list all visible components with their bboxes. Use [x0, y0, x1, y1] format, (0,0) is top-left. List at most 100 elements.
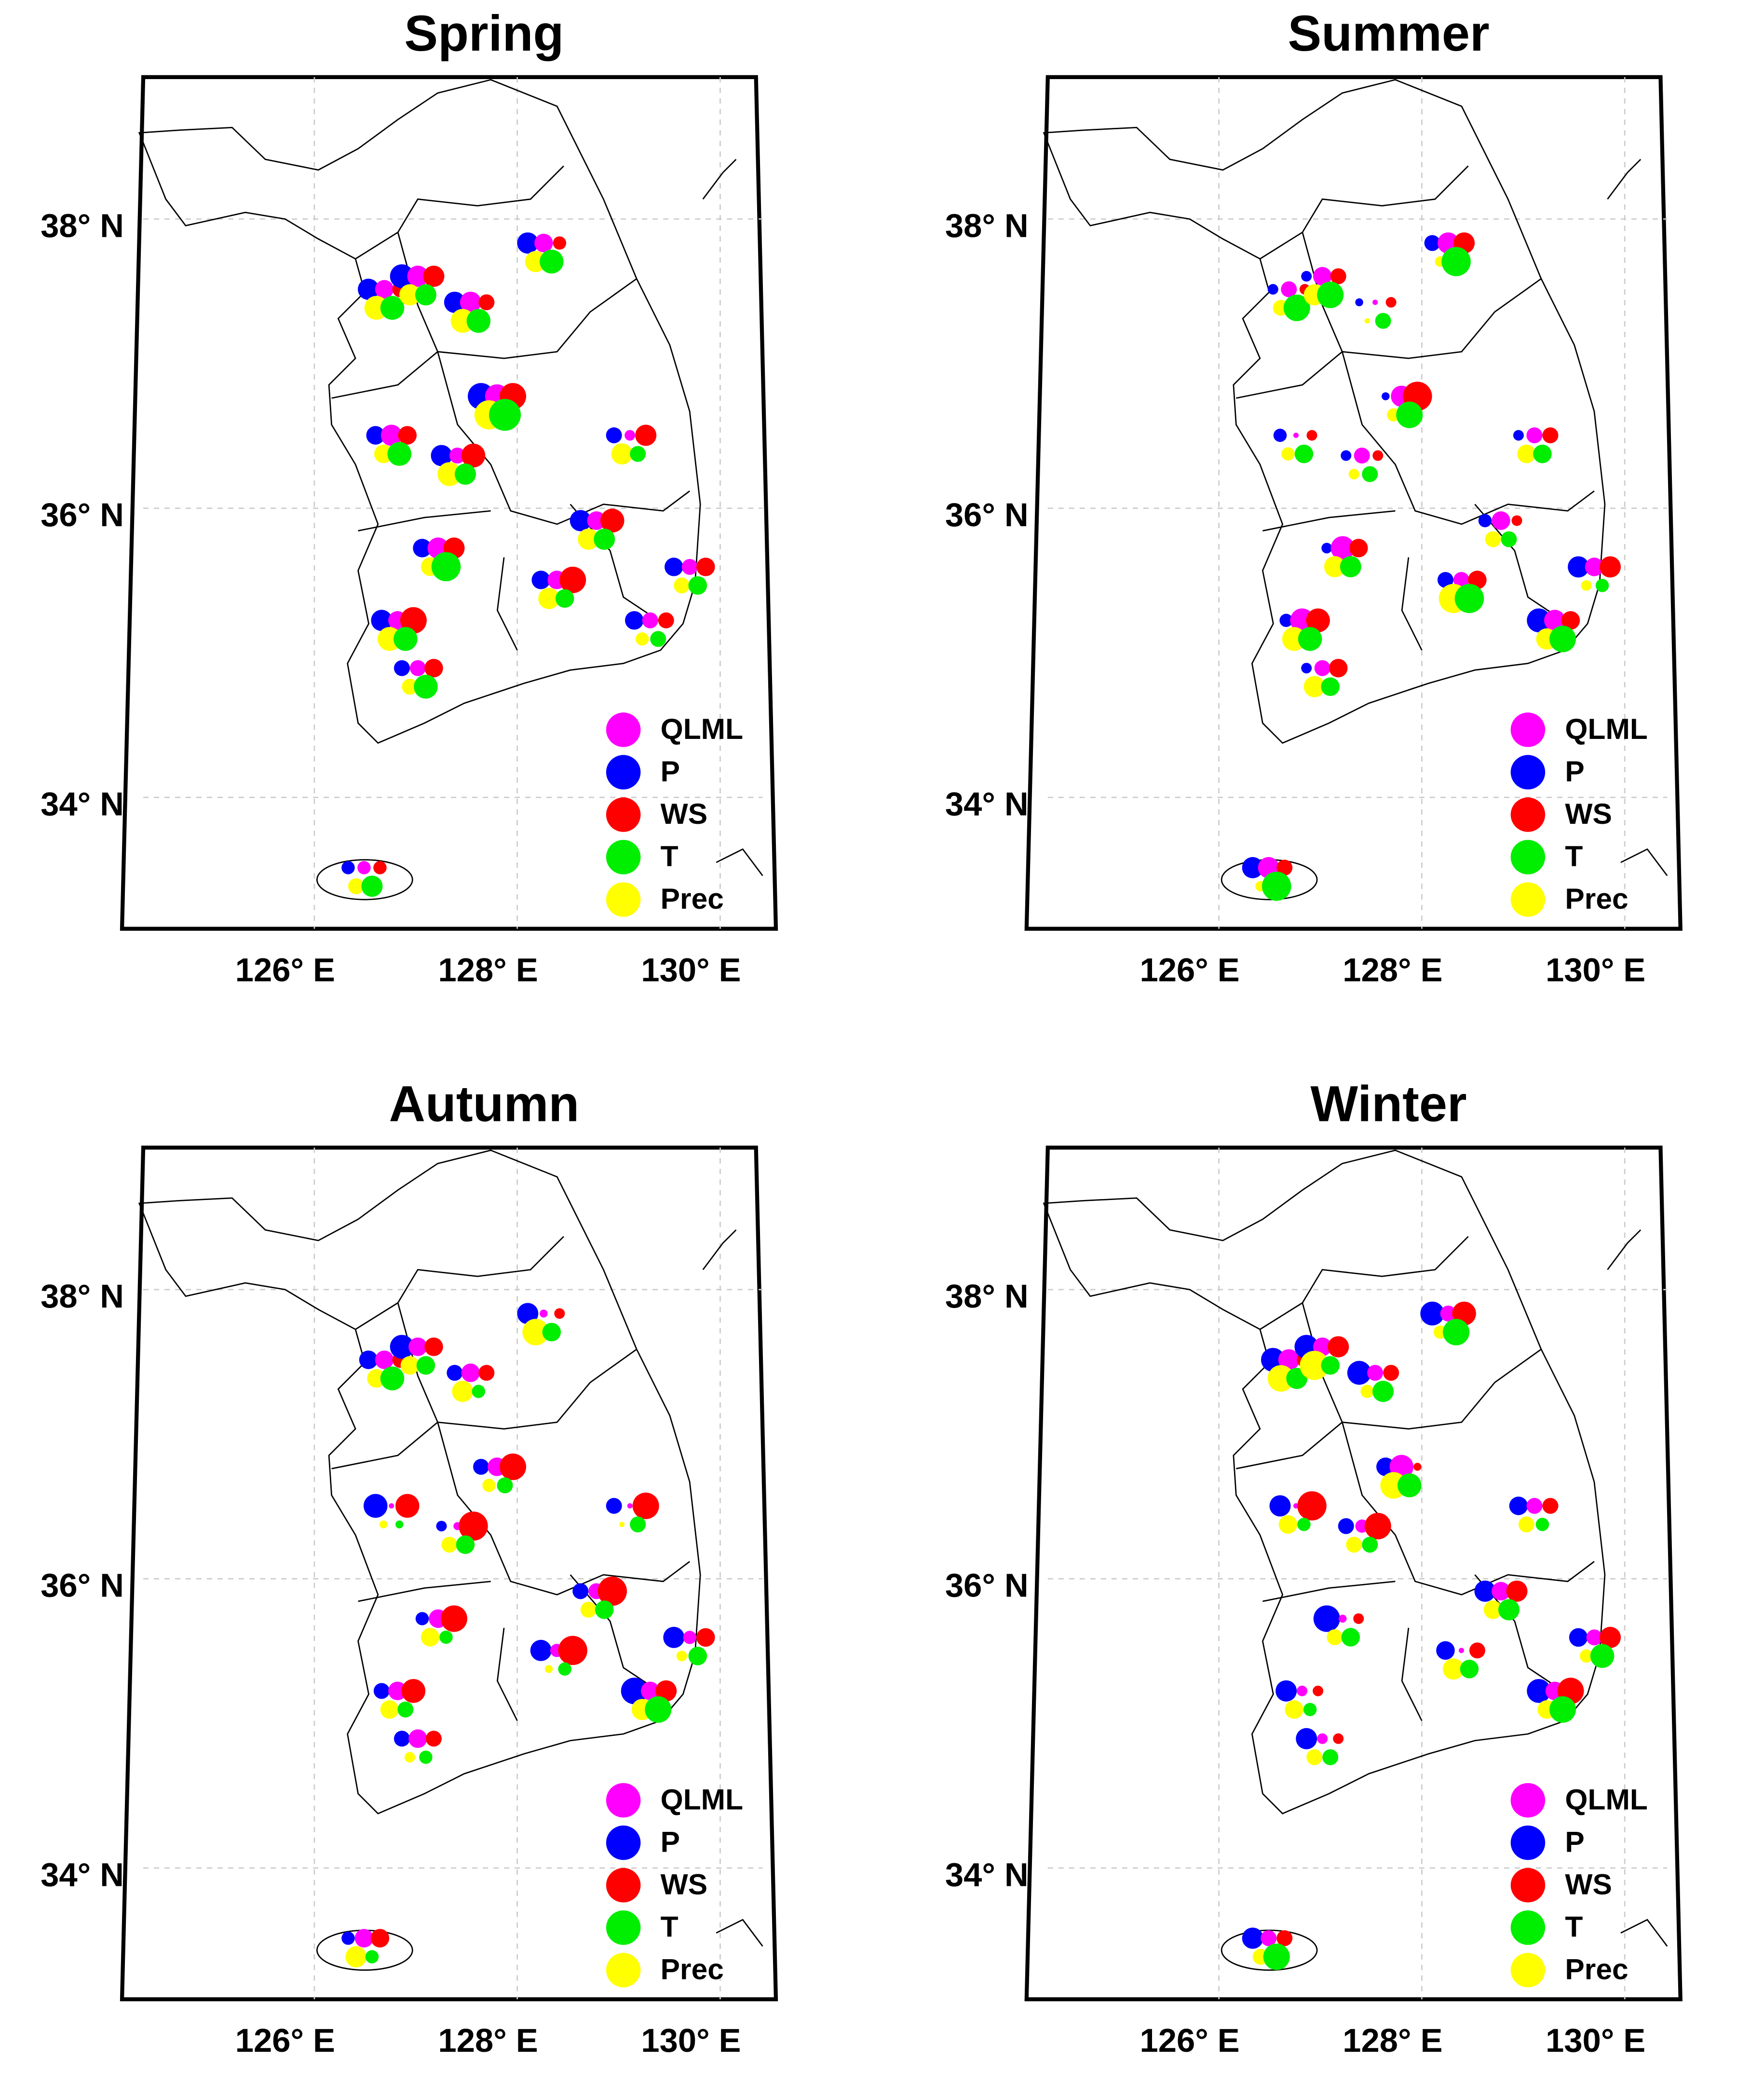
station-marker — [1396, 401, 1423, 428]
lon-label: 130° E — [641, 952, 741, 989]
legend-label: Prec — [661, 882, 724, 915]
station-marker — [456, 1535, 475, 1554]
legend-marker — [1510, 1825, 1546, 1860]
station-marker — [423, 265, 445, 287]
station-marker — [641, 1681, 660, 1701]
station-marker — [459, 1511, 488, 1541]
station-marker — [553, 236, 567, 250]
station-marker — [424, 658, 443, 678]
station-marker — [1321, 1356, 1340, 1375]
station-marker — [489, 399, 521, 431]
station-marker — [402, 679, 418, 695]
station-marker — [1242, 857, 1263, 878]
map-panel: Winter 38° N 36° N 34° N 126° E 128° E 130° E Q… — [945, 1076, 1683, 2059]
lon-label: 126° E — [1140, 2022, 1240, 2059]
station-marker — [606, 1498, 622, 1514]
station-marker — [558, 1662, 571, 1676]
station-marker — [1458, 1648, 1464, 1653]
lat-label: 38° N — [945, 207, 1029, 245]
legend-marker — [606, 755, 641, 790]
station-marker — [636, 632, 649, 646]
legend-marker — [606, 1783, 641, 1818]
station-marker — [1492, 1582, 1510, 1601]
station-marker — [358, 278, 380, 300]
station-marker — [517, 1303, 539, 1324]
station-marker — [1317, 1733, 1328, 1744]
station-marker — [361, 875, 383, 897]
station-marker — [388, 1681, 407, 1701]
legend-label: P — [1565, 1825, 1584, 1858]
station-marker — [1348, 469, 1359, 480]
station-marker — [1501, 531, 1517, 547]
station-marker — [1346, 1537, 1362, 1553]
station-marker — [1297, 1491, 1327, 1521]
lon-label: 128° E — [1343, 952, 1442, 989]
station-marker — [1278, 1349, 1300, 1371]
legend-label: Prec — [1565, 1952, 1628, 1985]
station-marker — [1341, 1628, 1360, 1647]
station-marker — [1267, 284, 1278, 295]
station-marker — [394, 660, 410, 676]
station-marker — [1383, 1364, 1399, 1381]
station-marker — [1511, 515, 1522, 526]
station-marker — [522, 1319, 549, 1346]
station-marker — [621, 1678, 648, 1705]
station-marker — [1362, 1537, 1378, 1553]
station-marker — [390, 1335, 414, 1359]
station-marker — [455, 464, 476, 485]
station-marker — [1362, 466, 1378, 482]
station-marker — [1314, 660, 1330, 676]
station-marker — [367, 1369, 386, 1388]
station-marker — [1492, 511, 1510, 530]
station-marker — [394, 627, 418, 651]
station-marker — [650, 631, 666, 647]
legend-marker — [1510, 1910, 1546, 1945]
station-marker — [1413, 1462, 1422, 1471]
station-marker — [665, 558, 683, 576]
station-marker — [414, 674, 438, 699]
station-marker — [366, 426, 385, 445]
station-marker — [1542, 1498, 1559, 1514]
station-marker — [1301, 271, 1312, 282]
legend-label: WS — [1565, 797, 1612, 830]
legend-marker — [1510, 712, 1546, 747]
station-marker — [1581, 580, 1592, 591]
map-panel: Autumn 38° N 36° N 34° N 126° E 128° E 130° E Q… — [41, 1076, 778, 2059]
station-marker — [1276, 859, 1293, 876]
lon-label: 130° E — [1546, 952, 1645, 989]
legend-label: QLML — [661, 1783, 743, 1815]
station-marker — [655, 1680, 677, 1702]
legend-label: Prec — [661, 1952, 724, 1985]
station-marker — [1276, 1930, 1293, 1946]
station-marker — [395, 1520, 404, 1528]
station-marker — [1498, 1599, 1520, 1621]
station-marker — [1513, 430, 1524, 441]
station-marker — [1306, 608, 1330, 633]
station-marker — [478, 294, 495, 311]
station-marker — [1549, 1696, 1576, 1723]
station-marker — [449, 448, 466, 464]
station-marker — [357, 861, 371, 874]
legend-label: WS — [1565, 1868, 1612, 1900]
station-marker — [688, 1647, 707, 1665]
station-marker — [1281, 281, 1297, 298]
station-marker — [1293, 433, 1299, 438]
lon-label: 126° E — [235, 2022, 335, 2059]
station-marker — [373, 861, 387, 874]
panel-title: Summer — [1288, 5, 1490, 62]
legend-marker — [1510, 1868, 1546, 1903]
station-marker — [500, 1453, 527, 1480]
station-marker — [635, 424, 657, 446]
station-marker — [1590, 1644, 1615, 1668]
station-marker — [1355, 298, 1363, 307]
station-marker — [452, 1380, 474, 1402]
station-marker — [1298, 627, 1322, 651]
station-marker — [1294, 444, 1314, 464]
station-marker — [1281, 447, 1295, 461]
station-marker — [1324, 556, 1345, 577]
station-marker — [1526, 427, 1543, 444]
lat-label: 36° N — [41, 1567, 124, 1604]
lat-label: 34° N — [945, 1856, 1029, 1893]
station-marker — [1436, 1641, 1455, 1660]
legend-marker — [606, 840, 641, 874]
